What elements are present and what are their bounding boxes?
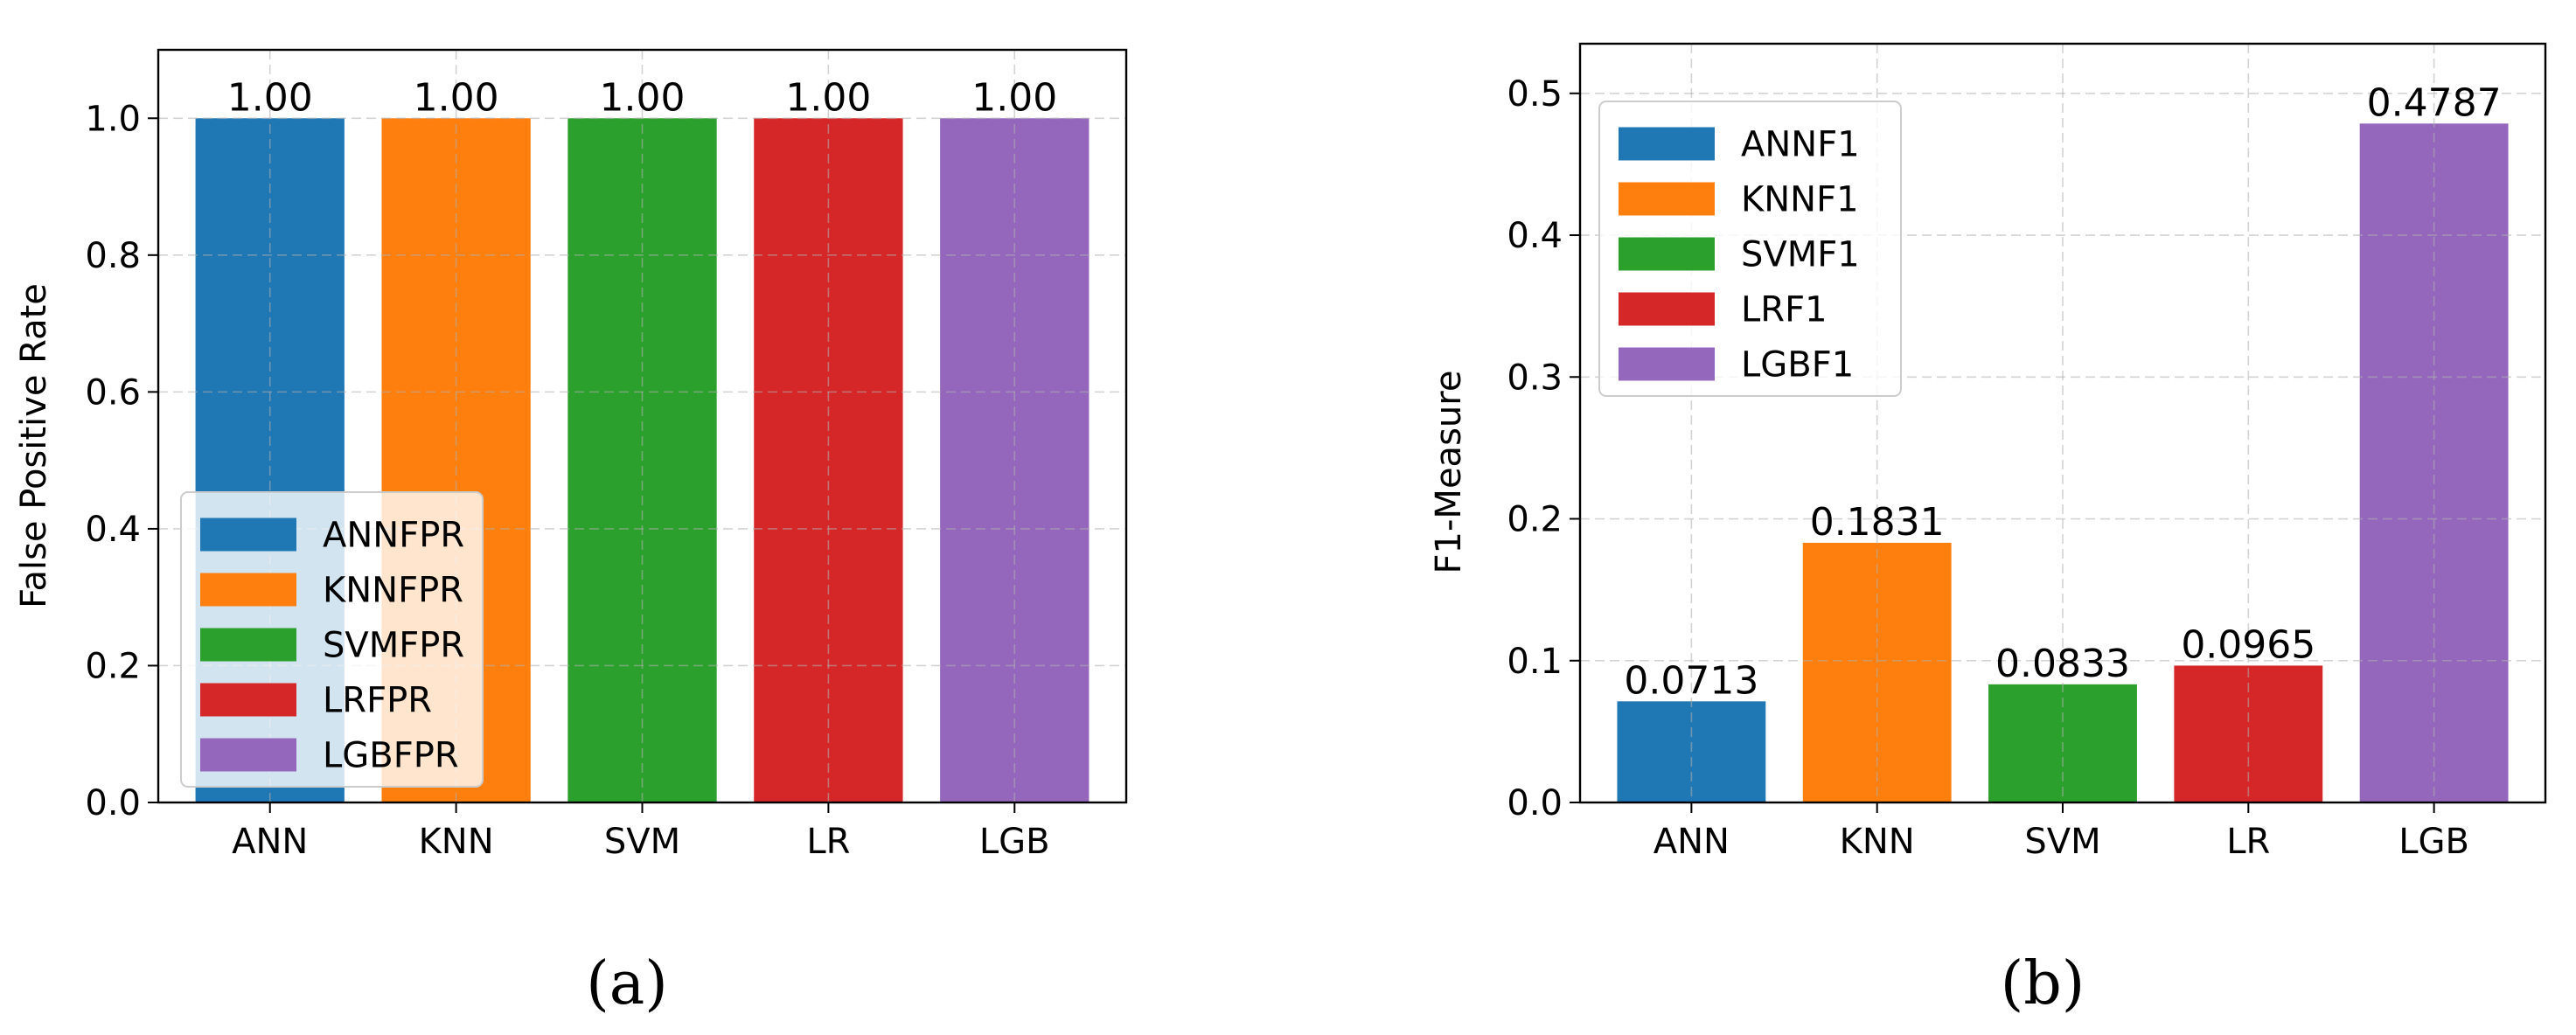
x-tick-label: LGB xyxy=(2398,822,2469,862)
x-tick-label: SVM xyxy=(604,822,680,862)
legend: ANNF1 KNNF1 SVMF1 LRF1 LGBF1 xyxy=(1598,101,1902,397)
data-label: 0.4787 xyxy=(2367,80,2502,125)
legend-swatch xyxy=(1619,292,1715,326)
y-tick-label: 0.2 xyxy=(1507,500,1563,540)
y-tick-label: 0.5 xyxy=(1507,74,1563,115)
y-tick-label: 1.0 xyxy=(85,99,141,139)
legend-swatch xyxy=(200,518,296,552)
panel-caption: (b) xyxy=(2001,949,2085,1018)
legend-label: LRF1 xyxy=(1741,290,1828,330)
legend-swatch xyxy=(1619,127,1715,161)
y-axis-label: F1-Measure xyxy=(1429,371,1469,574)
x-tick-label: ANN xyxy=(232,822,308,862)
legend-label: KNNF1 xyxy=(1741,180,1859,220)
y-tick-label: 0.2 xyxy=(85,646,141,686)
legend-swatch xyxy=(200,738,296,772)
y-tick-label: 0.8 xyxy=(85,236,141,276)
data-label: 1.00 xyxy=(227,75,313,120)
x-tick-label: LGB xyxy=(979,822,1050,862)
legend-swatch xyxy=(200,628,296,662)
legend-label: KNNFPR xyxy=(323,571,463,611)
legend-swatch xyxy=(1619,237,1715,271)
data-label: 1.00 xyxy=(414,75,499,120)
legend-swatch xyxy=(1619,347,1715,381)
data-label: 0.0833 xyxy=(1995,642,2130,686)
chart-panel-a: 1.00 1.00 1.00 1.00 1.00 0.0 0.2 0.4 0.6 0.8 1.0 AN… xyxy=(14,48,1128,1018)
data-label: 1.00 xyxy=(971,75,1057,120)
legend: ANNFPR KNNFPR SVMFPR LRFPR LGBFPR xyxy=(180,491,484,788)
panel-caption: (a) xyxy=(586,949,668,1018)
x-tick-label: ANN xyxy=(1654,822,1730,862)
x-tick-label: LR xyxy=(2226,822,2270,862)
y-tick-label: 0.3 xyxy=(1507,358,1563,398)
x-tick-label: KNN xyxy=(419,822,494,862)
y-tick-label: 0.6 xyxy=(85,372,141,413)
data-label: 1.00 xyxy=(785,75,871,120)
x-tick-label: KNN xyxy=(1840,822,1915,862)
legend-label: SVMFPR xyxy=(323,626,464,666)
legend-label: ANNFPR xyxy=(323,516,464,556)
data-label: 1.00 xyxy=(600,75,686,120)
y-tick-label: 0.0 xyxy=(85,783,141,823)
legend-swatch xyxy=(200,683,296,717)
legend-label: LGBF1 xyxy=(1741,345,1854,386)
data-label: 0.0713 xyxy=(1624,658,1758,703)
legend-swatch xyxy=(200,573,296,607)
legend-label: LGBFPR xyxy=(323,736,459,776)
data-label: 0.1831 xyxy=(1810,500,1945,545)
data-label: 0.0965 xyxy=(2181,622,2315,667)
legend-label: LRFPR xyxy=(323,681,432,721)
x-tick-label: SVM xyxy=(2024,822,2100,862)
x-tick-label: LR xyxy=(806,822,850,862)
y-tick-label: 0.4 xyxy=(1507,216,1563,256)
legend-swatch xyxy=(1619,182,1715,216)
y-axis-label: False Positive Rate xyxy=(14,283,54,608)
y-tick-label: 0.1 xyxy=(1507,642,1563,682)
y-tick-label: 0.0 xyxy=(1507,783,1563,823)
y-tick-label: 0.4 xyxy=(85,510,141,550)
legend-label: ANNF1 xyxy=(1741,125,1860,165)
legend-label: SVMF1 xyxy=(1741,235,1860,275)
chart-panel-b: 0.0713 0.1831 0.0833 0.0965 0.4787 0.0 0.1 0.2 0… xyxy=(1429,42,2547,1018)
